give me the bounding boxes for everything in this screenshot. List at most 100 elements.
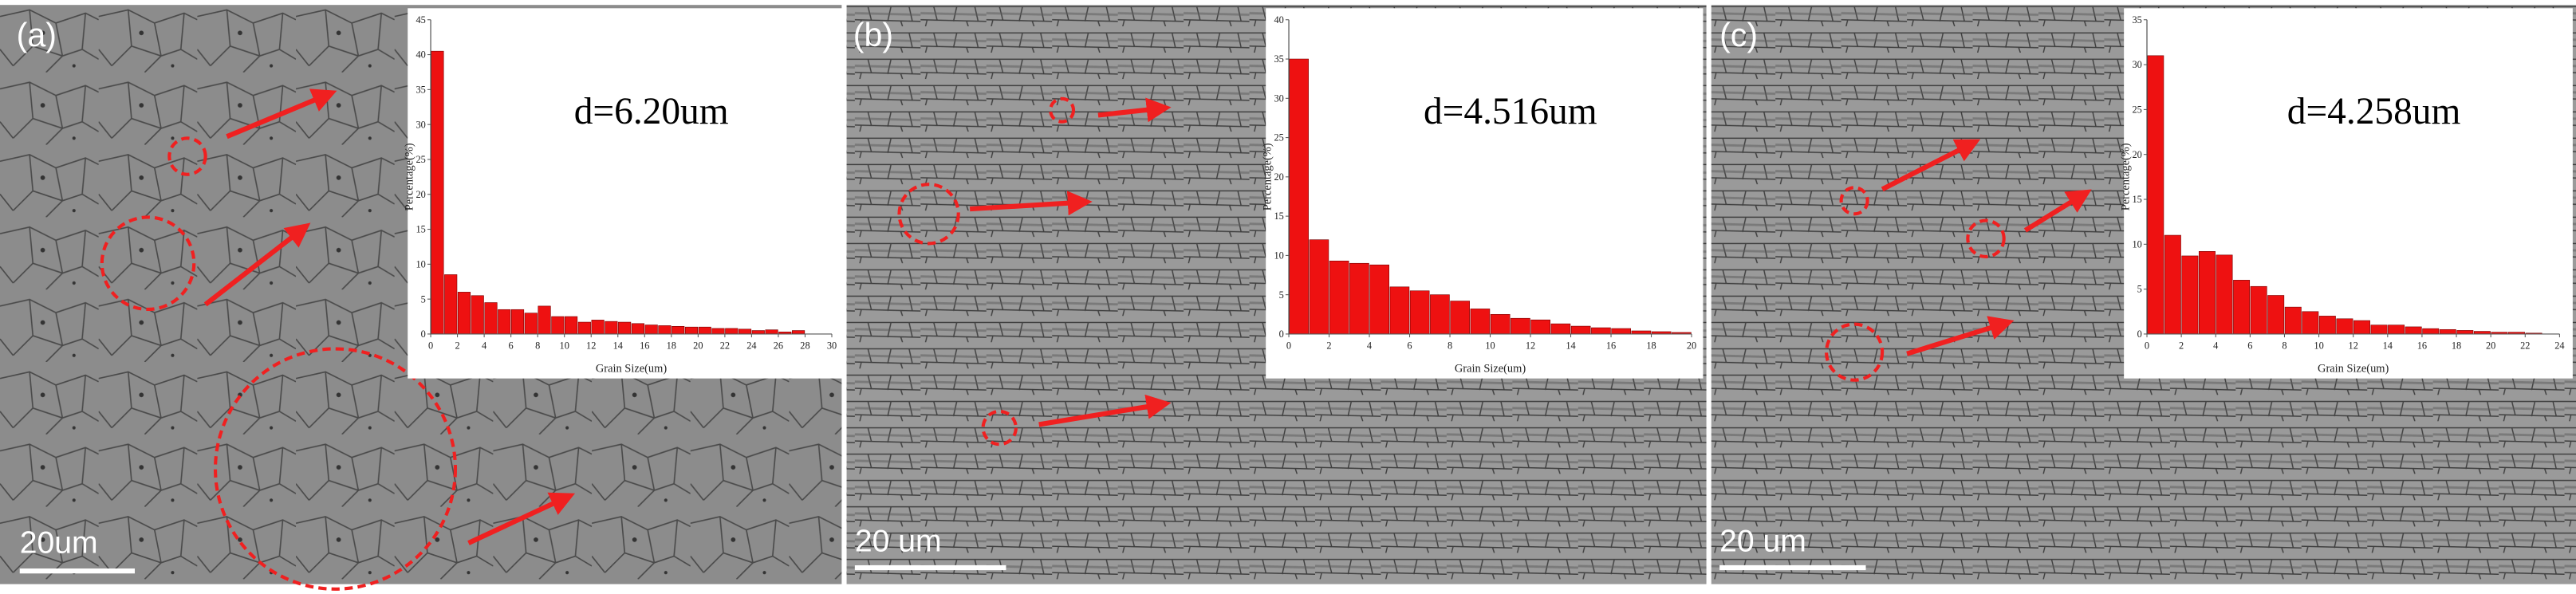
bar bbox=[2318, 316, 2336, 335]
bar bbox=[2439, 328, 2456, 335]
x-tick-label: 22 bbox=[720, 340, 730, 352]
y-tick-label: 15 bbox=[1274, 210, 1283, 222]
x-tick-label: 10 bbox=[2314, 340, 2323, 352]
scale-bar-label: 20 um bbox=[855, 524, 942, 558]
x-tick-label: 26 bbox=[774, 340, 783, 352]
y-tick-label: 15 bbox=[416, 224, 426, 235]
y-tick-label: 5 bbox=[421, 293, 426, 305]
x-tick-label: 2 bbox=[455, 340, 459, 352]
bar bbox=[2422, 328, 2440, 335]
y-tick-label: 25 bbox=[416, 154, 426, 165]
x-tick-label: 14 bbox=[2383, 340, 2393, 352]
bar bbox=[2250, 285, 2267, 335]
bar bbox=[1530, 319, 1550, 335]
bar bbox=[1591, 327, 1611, 335]
x-tick-label: 0 bbox=[2145, 340, 2149, 352]
y-tick-label: 0 bbox=[2137, 328, 2142, 340]
bar bbox=[1570, 325, 1591, 335]
y-tick-label: 35 bbox=[1274, 53, 1283, 65]
bar bbox=[765, 329, 778, 335]
y-tick-label: 5 bbox=[2137, 284, 2142, 295]
bar bbox=[2302, 311, 2319, 335]
bar bbox=[605, 321, 618, 335]
bar bbox=[1289, 58, 1309, 335]
bar bbox=[1550, 323, 1571, 335]
bar bbox=[1349, 262, 1369, 335]
bar bbox=[498, 309, 511, 335]
x-axis-label: Grain Size(um) bbox=[2318, 362, 2389, 375]
bar bbox=[551, 316, 565, 335]
bar bbox=[484, 302, 498, 335]
bar bbox=[1409, 290, 1430, 335]
y-tick-label: 35 bbox=[416, 84, 426, 95]
x-tick-label: 12 bbox=[1526, 340, 1535, 352]
bar bbox=[618, 321, 632, 335]
x-tick-label: 2 bbox=[1326, 340, 1331, 352]
bar bbox=[1490, 313, 1511, 335]
x-tick-label: 20 bbox=[693, 340, 703, 352]
bar bbox=[431, 50, 444, 335]
bar bbox=[751, 330, 765, 335]
bar bbox=[538, 305, 551, 335]
x-tick-label: 2 bbox=[2179, 340, 2184, 352]
y-tick-label: 20 bbox=[416, 189, 426, 200]
x-tick-label: 28 bbox=[800, 340, 809, 352]
y-tick-label: 25 bbox=[1274, 132, 1283, 144]
x-tick-label: 22 bbox=[2520, 340, 2530, 352]
bar bbox=[2233, 280, 2251, 335]
bar bbox=[577, 321, 591, 335]
x-tick-label: 6 bbox=[1407, 340, 1412, 352]
bar bbox=[738, 328, 752, 335]
bar bbox=[1369, 264, 1389, 335]
bar bbox=[2164, 234, 2181, 335]
x-tick-label: 6 bbox=[509, 340, 514, 352]
arrows bbox=[203, 89, 2092, 545]
bar bbox=[711, 328, 725, 335]
y-tick-label: 45 bbox=[416, 14, 426, 26]
y-tick-label: 40 bbox=[1274, 14, 1283, 26]
bar bbox=[457, 292, 471, 335]
y-tick-label: 0 bbox=[1279, 328, 1284, 340]
bar bbox=[591, 320, 605, 335]
bar bbox=[1309, 239, 1329, 335]
bar bbox=[444, 274, 458, 335]
x-tick-label: 30 bbox=[827, 340, 837, 352]
x-axis-label: Grain Size(um) bbox=[596, 362, 667, 375]
bar bbox=[725, 328, 739, 335]
bar bbox=[2181, 255, 2199, 335]
highlight-circles bbox=[100, 96, 2006, 591]
bar bbox=[2370, 325, 2388, 335]
x-tick-label: 8 bbox=[2282, 340, 2286, 352]
y-tick-label: 5 bbox=[1279, 289, 1284, 301]
y-tick-label: 10 bbox=[2132, 238, 2141, 250]
x-tick-label: 0 bbox=[428, 340, 433, 352]
bar bbox=[631, 323, 644, 335]
bar bbox=[2405, 326, 2422, 335]
x-tick-label: 18 bbox=[2452, 340, 2461, 352]
x-tick-label: 14 bbox=[1566, 340, 1575, 352]
x-tick-label: 12 bbox=[586, 340, 596, 352]
y-tick-label: 0 bbox=[421, 328, 426, 340]
x-tick-label: 4 bbox=[482, 340, 486, 352]
scale-bar-label: 20um bbox=[20, 525, 98, 560]
x-tick-label: 10 bbox=[1485, 340, 1495, 352]
bar bbox=[792, 330, 805, 335]
panel-label: (c) bbox=[1719, 17, 1758, 53]
x-tick-label: 18 bbox=[667, 340, 676, 352]
annotation: d=6.20um bbox=[574, 91, 729, 132]
x-tick-label: 16 bbox=[640, 340, 649, 352]
x-tick-label: 4 bbox=[1367, 340, 1372, 352]
bar bbox=[1511, 317, 1530, 335]
annotation: d=4.516um bbox=[1424, 91, 1597, 132]
bar bbox=[2216, 254, 2233, 335]
bar bbox=[2267, 295, 2285, 335]
x-tick-label: 20 bbox=[1687, 340, 1696, 352]
scale-bar-label: 20 um bbox=[1719, 524, 1806, 558]
x-tick-label: 24 bbox=[746, 340, 756, 352]
bar bbox=[658, 325, 672, 335]
x-tick-label: 0 bbox=[1286, 340, 1291, 352]
x-tick-label: 12 bbox=[2349, 340, 2358, 352]
x-tick-label: 20 bbox=[2486, 340, 2495, 352]
bar bbox=[684, 326, 699, 335]
